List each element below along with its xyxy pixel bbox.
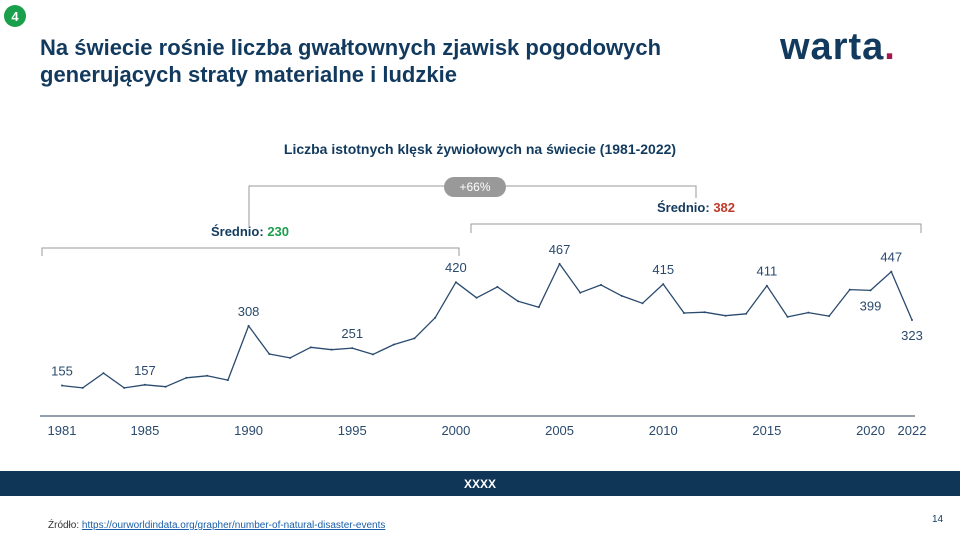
source-link[interactable]: https://ourworldindata.org/grapher/numbe… xyxy=(81,520,386,531)
data-point-2013 xyxy=(724,314,727,317)
series-line xyxy=(61,263,913,389)
avg2-label: Średnio: xyxy=(657,200,713,215)
chart-title: Liczba istotnych klęsk żywiołowych na św… xyxy=(284,141,676,157)
data-label-2015: 411 xyxy=(757,264,778,279)
x-tick-2020: 2020 xyxy=(856,423,885,438)
data-label-1995: 251 xyxy=(341,326,363,341)
data-point-2011 xyxy=(682,312,685,315)
data-point-1994 xyxy=(330,348,333,351)
data-label-1985: 157 xyxy=(134,363,156,378)
data-point-2006 xyxy=(579,291,582,294)
data-label-2020: 399 xyxy=(860,298,882,313)
data-point-2015 xyxy=(765,284,768,287)
data-label-1981: 155 xyxy=(51,364,73,379)
data-point-2001 xyxy=(475,296,478,299)
logo-text: warta xyxy=(780,26,885,68)
data-point-2010 xyxy=(662,283,665,286)
data-point-1999 xyxy=(434,316,437,319)
data-point-1987 xyxy=(185,376,188,379)
data-label-1990: 308 xyxy=(238,304,260,319)
data-label-2005: 467 xyxy=(549,242,571,257)
x-tick-2022: 2022 xyxy=(898,423,927,438)
data-point-1997 xyxy=(392,343,395,346)
data-point-2014 xyxy=(745,312,748,315)
data-point-1996 xyxy=(371,353,374,356)
data-point-1983 xyxy=(102,372,105,375)
data-point-2021 xyxy=(890,270,893,273)
footer-banner: XXXX xyxy=(0,471,960,496)
x-tick-2010: 2010 xyxy=(649,423,678,438)
data-point-1989 xyxy=(226,379,229,382)
source-note: Źródło: https://ourworldindata.org/graph… xyxy=(48,520,385,531)
data-label-2010: 415 xyxy=(652,262,674,277)
data-point-1986 xyxy=(164,385,167,388)
data-point-2016 xyxy=(786,315,789,318)
x-tick-1981: 1981 xyxy=(48,423,77,438)
x-tick-1990: 1990 xyxy=(234,423,263,438)
data-point-1981 xyxy=(61,384,63,387)
data-point-2007 xyxy=(600,283,603,286)
data-point-2022 xyxy=(911,319,913,322)
data-point-1985 xyxy=(143,383,146,386)
slide-title: Na świecie rośnie liczba gwałtownych zja… xyxy=(40,35,662,87)
source-label: Źródło: xyxy=(48,520,82,531)
data-point-1982 xyxy=(81,386,84,389)
data-point-2018 xyxy=(828,315,831,318)
data-point-2002 xyxy=(496,285,499,288)
data-point-1992 xyxy=(289,356,292,359)
avg2-annotation: Średnio: 382 xyxy=(657,200,735,215)
page-number: 14 xyxy=(932,514,944,525)
logo-dot: . xyxy=(884,26,896,68)
data-point-2003 xyxy=(517,300,520,303)
growth-connector-left xyxy=(248,185,444,226)
avg1-value: 230 xyxy=(267,224,289,239)
avg2-value: 382 xyxy=(713,200,735,215)
growth-badge xyxy=(444,177,506,197)
data-point-2012 xyxy=(703,311,706,314)
growth-label: +66% xyxy=(459,180,490,194)
data-point-2000 xyxy=(454,281,457,284)
data-point-1990 xyxy=(247,324,250,327)
x-tick-2005: 2005 xyxy=(545,423,574,438)
data-point-2020 xyxy=(869,289,872,292)
data-label-2022: 323 xyxy=(901,328,923,343)
warta-logo: warta. xyxy=(780,28,896,66)
avg1-label: Średnio: xyxy=(211,224,267,239)
slide-number-badge: 4 xyxy=(4,5,26,27)
x-tick-2015: 2015 xyxy=(752,423,781,438)
avg2-bracket xyxy=(470,223,922,233)
data-point-1991 xyxy=(268,352,271,355)
data-point-1984 xyxy=(123,386,126,389)
data-point-1988 xyxy=(206,374,209,377)
data-point-2008 xyxy=(620,294,623,297)
x-tick-2000: 2000 xyxy=(441,423,470,438)
data-point-2009 xyxy=(641,302,644,305)
disaster-line-chart: Liczba istotnych klęsk żywiołowych na św… xyxy=(40,141,927,438)
data-point-1998 xyxy=(413,337,416,340)
x-tick-1985: 1985 xyxy=(130,423,159,438)
x-tick-1995: 1995 xyxy=(338,423,367,438)
avg1-annotation: Średnio: 230 xyxy=(211,224,289,239)
data-point-1993 xyxy=(309,346,312,349)
data-label-2000: 420 xyxy=(445,260,467,275)
data-point-2005 xyxy=(558,262,561,265)
data-point-2004 xyxy=(537,306,540,309)
data-label-2021: 447 xyxy=(880,250,902,265)
data-point-2019 xyxy=(848,288,851,291)
growth-connector-right xyxy=(506,185,697,198)
data-point-1995 xyxy=(351,347,354,350)
data-point-2017 xyxy=(807,311,810,314)
avg1-bracket xyxy=(41,247,460,256)
